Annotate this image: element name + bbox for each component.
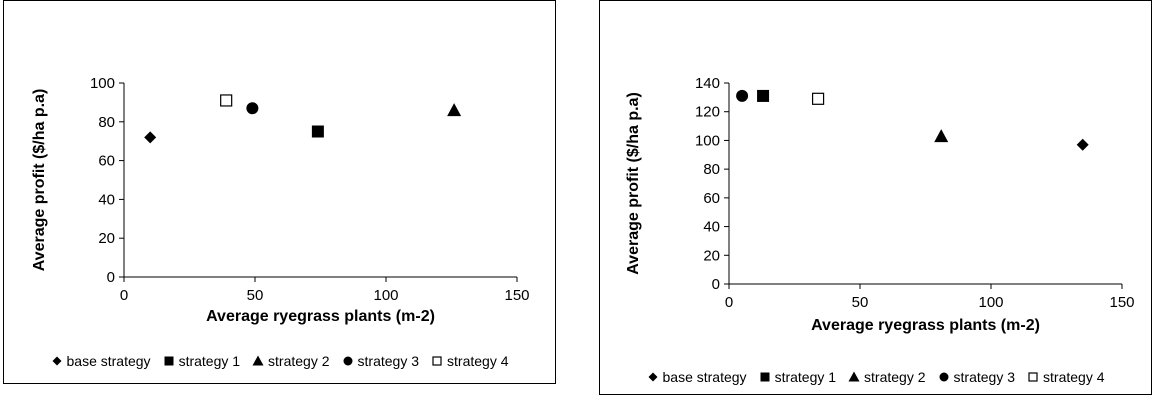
y-tick-label: 120 (695, 104, 720, 121)
circle-marker-icon (939, 372, 949, 382)
legend-item: strategy 4 (431, 353, 509, 369)
y-tick-label: 20 (703, 247, 720, 264)
x-tick-label: 150 (504, 287, 529, 304)
data-point-strategy-2 (447, 103, 462, 117)
legend-label: strategy 3 (357, 353, 420, 369)
x-axis-title: Average ryegrass plants (m-2) (811, 317, 1040, 334)
y-tick-label: 60 (98, 153, 115, 170)
chart-left-plot: 0 20 40 60 80 100 0 50 100 150 Average ryegrass pl… (31, 75, 530, 325)
data-point-strategy-1 (757, 89, 770, 102)
x-tick-label: 100 (373, 287, 398, 304)
legend-label: strategy 3 (953, 369, 1016, 385)
y-tick-label: 60 (703, 190, 720, 207)
square-marker-icon (760, 372, 770, 382)
diamond-marker-icon (52, 356, 61, 366)
y-axis-title: Average profit ($/ha p.a) (625, 92, 642, 275)
legend-item: strategy 2 (252, 353, 330, 369)
legend-item: strategy 1 (163, 353, 240, 369)
y-tick-label: 140 (695, 75, 720, 92)
y-tick-label: 20 (98, 230, 115, 247)
x-tick-label: 150 (1109, 294, 1134, 311)
circle-marker-icon (343, 356, 353, 366)
data-point-strategy-3 (736, 89, 749, 102)
y-tick-label: 80 (98, 114, 115, 131)
legend-label: strategy 1 (178, 353, 241, 369)
diamond-marker-icon (648, 372, 657, 382)
x-axis-title: Average ryegrass plants (m-2) (206, 308, 435, 325)
y-axis-title: Average profit ($/ha p.a) (31, 89, 48, 272)
x-tick-label: 50 (247, 287, 264, 304)
x-tick-label: 50 (852, 294, 869, 311)
data-point-strategy-1 (311, 125, 324, 138)
chart-left-legend: base strategy strategy 1 strategy 2 strateg… (4, 353, 555, 369)
legend-item: base strategy (647, 369, 747, 385)
data-point-strategy-3 (246, 102, 259, 115)
x-tick-label: 100 (978, 294, 1003, 311)
chart-right-plot: 0 20 40 60 80 100 120 140 0 50 100 150 Average ryegr… (625, 75, 1135, 334)
data-point-strategy-2 (934, 129, 949, 143)
square-marker-icon (164, 356, 174, 366)
legend-item: strategy 1 (759, 369, 836, 385)
chart-left: 0 20 40 60 80 100 0 50 100 150 Average ryegrass pl… (3, 0, 556, 384)
triangle-marker-icon (252, 355, 264, 366)
data-point-base-strategy (1076, 138, 1089, 151)
legend-item: strategy 2 (848, 369, 926, 385)
legend-label: strategy 2 (268, 353, 330, 369)
legend-item: strategy 4 (1027, 369, 1105, 385)
legend-item: strategy 3 (342, 353, 419, 369)
legend-label: base strategy (66, 353, 151, 369)
y-tick-label: 80 (703, 161, 720, 178)
open-square-marker-icon (432, 356, 442, 366)
y-tick-label: 100 (695, 132, 720, 149)
legend-label: strategy 4 (447, 353, 509, 369)
y-tick-label: 0 (107, 269, 115, 286)
chart-right-legend: base strategy strategy 1 strategy 2 strateg… (600, 369, 1151, 385)
legend-label: strategy 4 (1043, 369, 1105, 385)
legend-item: base strategy (51, 353, 151, 369)
x-tick-label: 0 (725, 294, 733, 311)
chart-right: 0 20 40 60 80 100 120 140 0 50 100 150 Average ryegr… (599, 0, 1152, 395)
legend-label: strategy 2 (864, 369, 926, 385)
y-tick-label: 100 (90, 75, 115, 92)
data-point-base-strategy (144, 131, 157, 144)
y-tick-label: 40 (703, 219, 720, 236)
data-point-strategy-4 (811, 92, 825, 105)
open-square-marker-icon (1028, 372, 1038, 382)
legend-item: strategy 3 (938, 369, 1015, 385)
x-tick-label: 0 (120, 287, 128, 304)
y-tick-label: 40 (98, 191, 115, 208)
y-tick-label: 0 (712, 276, 720, 293)
triangle-marker-icon (848, 371, 860, 382)
legend-label: base strategy (662, 369, 747, 385)
legend-label: strategy 1 (774, 369, 837, 385)
data-point-strategy-4 (220, 94, 233, 107)
